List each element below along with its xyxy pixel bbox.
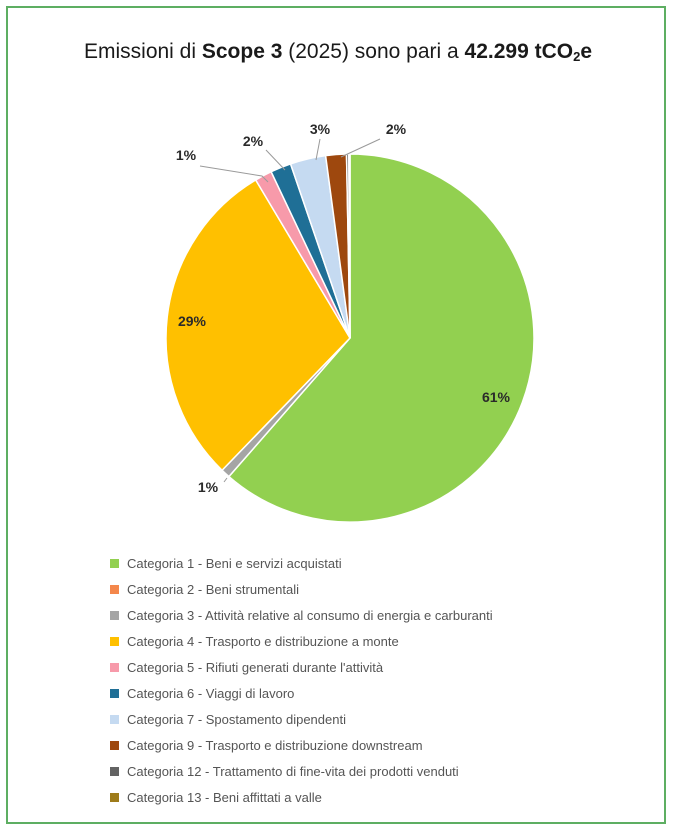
legend-item-2: Categoria 2 - Beni strumentali	[110, 576, 493, 602]
legend-label: Categoria 9 - Trasporto e distribuzione …	[127, 737, 423, 753]
legend-label: Categoria 6 - Viaggi di lavoro	[127, 685, 295, 701]
title-total-value: 42.299 tCO	[464, 40, 574, 63]
legend-label: Categoria 4 - Trasporto e distribuzione …	[127, 633, 399, 649]
leader-line-6	[265, 149, 286, 171]
data-label-6: 2%	[243, 133, 264, 149]
legend-swatch	[110, 792, 119, 802]
data-label-5: 1%	[176, 147, 197, 163]
data-label-1: 61%	[482, 389, 511, 405]
legend-swatch	[110, 714, 119, 724]
legend-item-5: Categoria 5 - Rifiuti generati durante l…	[110, 654, 493, 680]
legend-swatch	[110, 610, 119, 620]
legend-label: Categoria 5 - Rifiuti generati durante l…	[127, 659, 384, 675]
legend-swatch	[110, 636, 119, 646]
legend-swatch	[110, 740, 119, 750]
legend-item-9: Categoria 12 - Trattamento di fine-vita …	[110, 758, 493, 784]
legend-item-10: Categoria 13 - Beni affittati a valle	[110, 784, 493, 810]
title-total-suffix: e	[580, 40, 592, 63]
title-scope: Scope 3	[201, 40, 283, 63]
leader-line-8	[340, 138, 381, 158]
legend-swatch	[110, 766, 119, 776]
chart-title: Emissioni di Scope 3 (2025) sono pari a …	[0, 40, 676, 64]
title-prefix: Emissioni di	[83, 40, 202, 63]
legend-label: Categoria 1 - Beni e servizi acquistati	[127, 555, 342, 571]
legend-item-3: Categoria 3 - Attività relative al consu…	[110, 602, 493, 628]
data-label-4: 29%	[178, 313, 207, 329]
leader-line-7	[315, 138, 321, 161]
title-total: 42.299 tCO2e	[464, 40, 592, 64]
data-label-3: 1%	[198, 479, 219, 495]
title-total-subscript: 2	[573, 49, 581, 64]
legend-swatch	[110, 688, 119, 698]
legend-label: Categoria 13 - Beni affittati a valle	[127, 789, 322, 805]
legend-swatch	[110, 662, 119, 672]
legend-item-1: Categoria 1 - Beni e servizi acquistati	[110, 550, 493, 576]
legend-swatch	[110, 558, 119, 568]
data-label-7: 3%	[310, 121, 331, 137]
legend-item-8: Categoria 9 - Trasporto e distribuzione …	[110, 732, 493, 758]
pie-slice-1	[227, 153, 535, 523]
legend: Categoria 1 - Beni e servizi acquistati C…	[110, 550, 493, 810]
legend-item-4: Categoria 4 - Trasporto e distribuzione …	[110, 628, 493, 654]
pie-slice-10	[348, 153, 351, 339]
pie-slice-4	[165, 178, 351, 472]
legend-swatch	[110, 584, 119, 594]
legend-label: Categoria 7 - Spostamento dipendenti	[127, 711, 346, 727]
leader-line-3	[223, 477, 228, 483]
legend-label: Categoria 12 - Trattamento di fine-vita …	[127, 763, 459, 779]
legend-label: Categoria 3 - Attività relative al consu…	[127, 607, 493, 623]
legend-item-6: Categoria 6 - Viaggi di lavoro	[110, 680, 493, 706]
data-label-8: 2%	[386, 121, 407, 137]
title-middle: (2025) sono pari a	[282, 40, 465, 63]
legend-item-7: Categoria 7 - Spostamento dipendenti	[110, 706, 493, 732]
legend-label: Categoria 2 - Beni strumentali	[127, 581, 299, 597]
leader-line-5	[199, 165, 269, 183]
